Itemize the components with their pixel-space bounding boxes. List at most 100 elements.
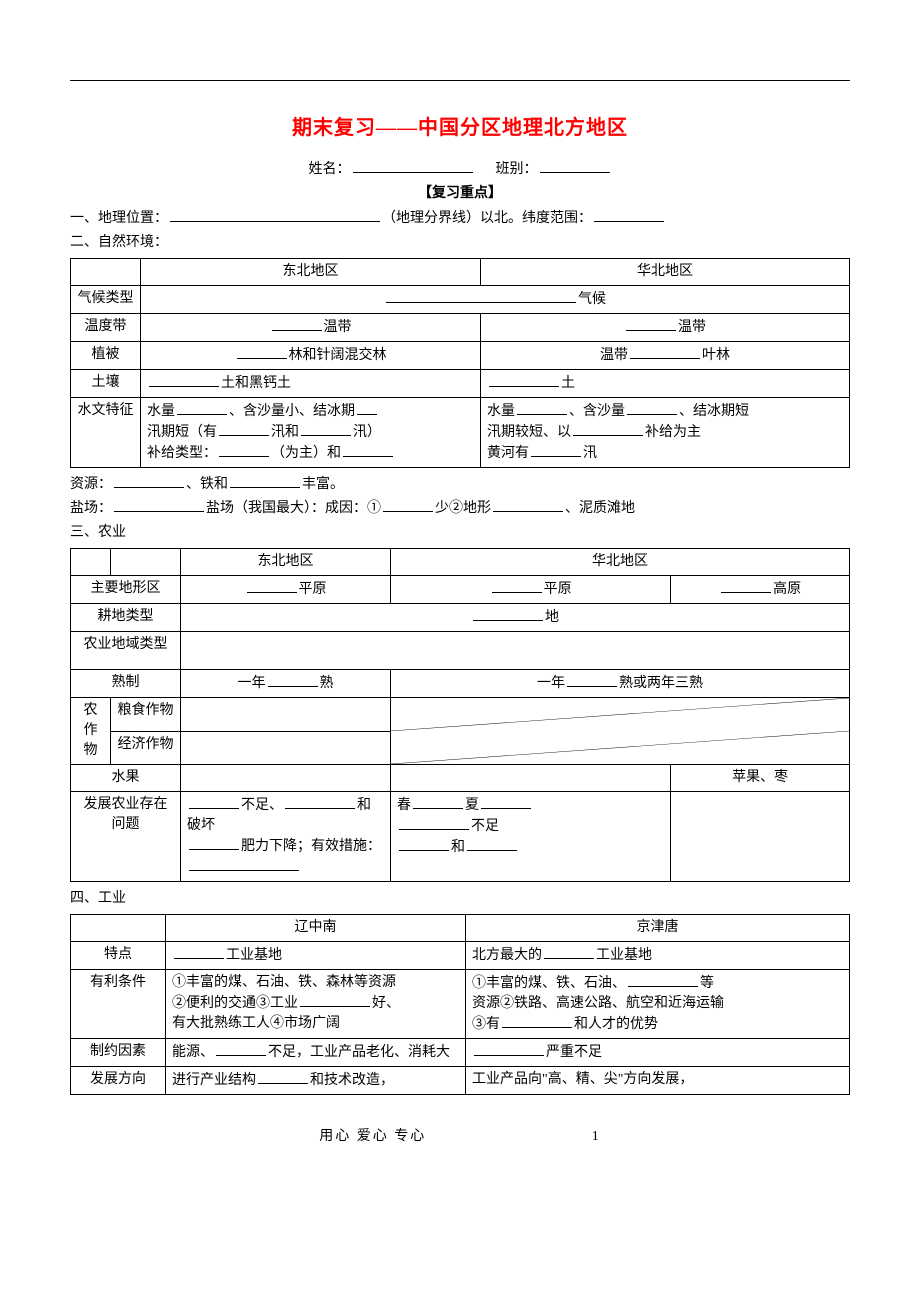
t3-ft-b1[interactable]: [174, 945, 224, 959]
t1-h-b2[interactable]: [357, 401, 377, 415]
t2-col2: 华北地区: [391, 549, 850, 576]
t3-adv-lzn: ①丰富的煤、石油、铁、森林等资源 ②便利的交通③工业好、 有大批熟练工人④市场广…: [166, 970, 466, 1039]
t1-row-soil: 土壤: [71, 370, 141, 398]
t2-pr-b5[interactable]: [413, 795, 463, 809]
t1-tz-blank2[interactable]: [626, 317, 676, 331]
t3-row-feature: 特点: [71, 942, 166, 970]
t2-grain-ne[interactable]: [181, 698, 391, 732]
t3-dir-lzn: 进行产业结构和技术改造，: [166, 1067, 466, 1095]
t1-h-b7[interactable]: [517, 401, 567, 415]
t1-tempzone-ne: 温带: [141, 314, 481, 342]
t1-tempzone-nc: 温带: [481, 314, 850, 342]
sec3-label: 三、农业: [70, 522, 850, 544]
t2-fruit-nc-b: 苹果、枣: [671, 765, 850, 792]
sec1-blank1[interactable]: [170, 208, 380, 222]
t3-col2: 京津唐: [466, 915, 850, 942]
t2-ter-b3[interactable]: [721, 579, 771, 593]
t3-lim-b2[interactable]: [474, 1042, 544, 1056]
sec1-label: 一、地理位置：: [70, 211, 168, 226]
t1-veget-ne: 林和针阔混交林: [141, 342, 481, 370]
t1-h-b4[interactable]: [301, 422, 351, 436]
t1-soil-blank2[interactable]: [489, 373, 559, 387]
t2-terrain-nc-a: 平原: [391, 576, 671, 604]
sec1-suffix1: （地理分界线）以北。纬度范围：: [382, 211, 592, 226]
t2-pr-b7[interactable]: [399, 816, 469, 830]
t3-dir-b1[interactable]: [258, 1070, 308, 1084]
t2-crops-nc-diag: [391, 698, 850, 765]
name-label: 姓名：: [309, 162, 351, 177]
t3-row-limit: 制约因素: [71, 1039, 166, 1067]
t1-climate-cell: 气候: [141, 286, 850, 314]
t2-pr-b8[interactable]: [399, 837, 449, 851]
t2-fruit-nc-a[interactable]: [391, 765, 671, 792]
t1-h-b5[interactable]: [219, 443, 269, 457]
t2-row-landtype: 耕地类型: [71, 604, 181, 632]
sec2-label: 二、自然环境：: [70, 232, 850, 254]
t1-soil-blank1[interactable]: [149, 373, 219, 387]
t3-adv-b3[interactable]: [502, 1014, 572, 1028]
resources-line: 资源：、铁和丰富。: [70, 474, 850, 496]
t2-row-grain: 粮食作物: [111, 698, 181, 732]
diagonal-icon: [391, 698, 849, 764]
t2-problem-nc-a: 春夏 不足 和: [391, 792, 671, 882]
salt-b1[interactable]: [114, 498, 204, 512]
t2-agriregion-cell[interactable]: [181, 632, 850, 670]
t2-pr-b1[interactable]: [189, 795, 239, 809]
t3-feature-lzn: 工业基地: [166, 942, 466, 970]
t2-ter-b2[interactable]: [492, 579, 542, 593]
t2-pr-b2[interactable]: [285, 795, 355, 809]
t1-h-b9[interactable]: [573, 422, 643, 436]
nature-env-table: 东北地区 华北地区 气候类型 气候 温度带 温带 温带 植被 林和针阔混交林 温…: [70, 258, 850, 468]
class-blank[interactable]: [540, 159, 610, 173]
res-b1[interactable]: [114, 474, 184, 488]
sec1-line: 一、地理位置： （地理分界线）以北。纬度范围：: [70, 208, 850, 230]
agriculture-table: 东北地区 华北地区 主要地形区 平原 平原 高原 耕地类型 地 农业地域类型 熟…: [70, 548, 850, 882]
t1-row-veget: 植被: [71, 342, 141, 370]
t3-lim-b1[interactable]: [216, 1042, 266, 1056]
t2-row-agriregion: 农业地域类型: [71, 632, 181, 670]
t2-pr-b4[interactable]: [189, 857, 299, 871]
t1-soil-nc: 土: [481, 370, 850, 398]
t3-row-dir: 发展方向: [71, 1067, 166, 1095]
review-points-heading: 【复习重点】: [70, 182, 850, 202]
t2-pr-b9[interactable]: [467, 837, 517, 851]
sec1-blank2[interactable]: [594, 208, 664, 222]
t2-cc-b2[interactable]: [567, 673, 617, 687]
t1-vg-blank2[interactable]: [630, 345, 700, 359]
t2-row-cropcycle: 熟制: [71, 670, 181, 698]
t2-row-terrain: 主要地形区: [71, 576, 181, 604]
t2-ter-b1[interactable]: [247, 579, 297, 593]
t1-hydro-nc: 水量、含沙量、结冰期短 汛期较短、以补给为主 黄河有汛: [481, 398, 850, 468]
t2-row-problem: 发展农业存在问题: [71, 792, 181, 882]
salt-b3[interactable]: [493, 498, 563, 512]
t3-adv-jjt: ①丰富的煤、铁、石油、等 资源②铁路、高速公路、航空和近海运输 ③有和人才的优势: [466, 970, 850, 1039]
t2-lt-b1[interactable]: [473, 607, 543, 621]
sec4-label: 四、工业: [70, 888, 850, 910]
name-blank[interactable]: [353, 159, 473, 173]
t1-vg-blank1[interactable]: [237, 345, 287, 359]
t1-climate-blank[interactable]: [386, 289, 576, 303]
t1-h-b8[interactable]: [627, 401, 677, 415]
t1-h-b1[interactable]: [177, 401, 227, 415]
t1-tz-blank1[interactable]: [272, 317, 322, 331]
t1-h-b6[interactable]: [343, 443, 393, 457]
t2-fruit-ne[interactable]: [181, 765, 391, 792]
t1-row-tempzone: 温度带: [71, 314, 141, 342]
t2-cycle-ne: 一年熟: [181, 670, 391, 698]
t3-dir-jjt: 工业产品向"高、精、尖"方向发展，: [466, 1067, 850, 1095]
salt-b2[interactable]: [383, 498, 433, 512]
t2-problem-nc-b[interactable]: [671, 792, 850, 882]
t1-h-b10[interactable]: [531, 443, 581, 457]
t3-adv-b2[interactable]: [628, 973, 698, 987]
t2-pr-b3[interactable]: [189, 836, 239, 850]
t3-adv-b1[interactable]: [300, 993, 370, 1007]
t2-col1: 东北地区: [181, 549, 391, 576]
t3-ft-b2[interactable]: [544, 945, 594, 959]
t2-terrain-ne: 平原: [181, 576, 391, 604]
t1-h-b3[interactable]: [219, 422, 269, 436]
t2-cc-b1[interactable]: [268, 673, 318, 687]
t3-row-adv: 有利条件: [71, 970, 166, 1039]
res-b2[interactable]: [230, 474, 300, 488]
t2-cash-ne[interactable]: [181, 731, 391, 765]
t2-pr-b6[interactable]: [481, 795, 531, 809]
